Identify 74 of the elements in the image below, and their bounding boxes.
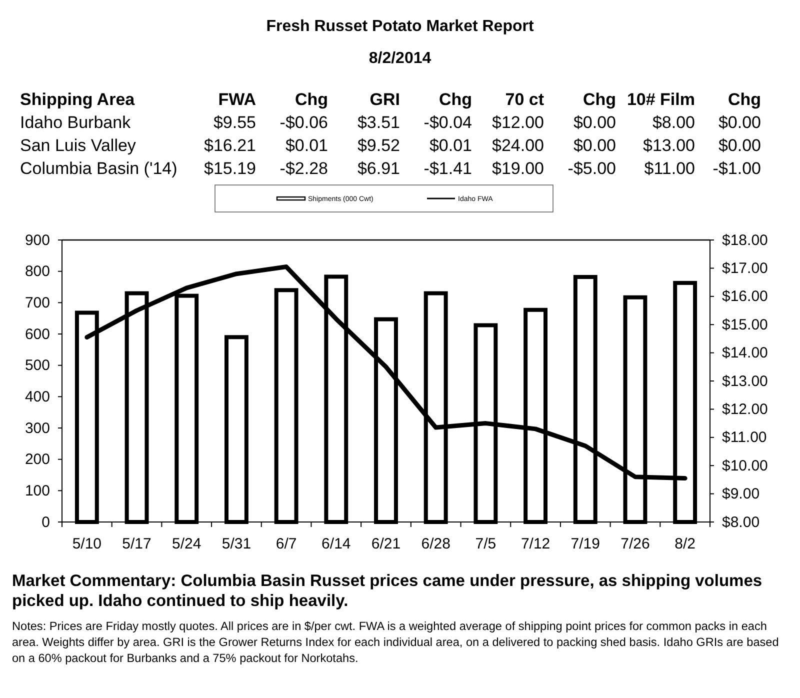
text: $9.55 [213,113,256,132]
y2-tick-label: $13.00 [722,372,768,390]
text: -$5.00 [568,159,616,178]
text: $0.00 [573,136,616,155]
y2-tick-label: $8.00 [722,514,760,531]
text: $16.21 [204,136,256,155]
text: $11.00 [644,159,695,178]
x-tick-label: 7/26 [620,536,650,553]
text: $13.00 [643,136,695,155]
y2-tick-label: $18.00 [722,232,768,249]
y-tick-label: 400 [24,388,50,406]
text: $19.00 [492,159,544,178]
y2-tick-label: $10.00 [722,457,768,474]
x-tick-label: 6/28 [421,536,450,553]
y-tick-label: 0 [42,514,50,531]
y2-tick-label: $14.00 [722,344,768,362]
x-tick-label: 5/10 [72,536,102,553]
x-tick-label: 7/5 [475,536,496,553]
text: $6.91 [357,159,400,178]
text: San Luis Valley [20,136,136,155]
x-tick-label: 7/19 [570,536,600,553]
text: Chg [294,90,328,109]
text: $9.52 [357,136,400,155]
text: $0.01 [285,136,328,155]
y-tick-label: 300 [24,420,50,437]
y-tick-label: 100 [24,482,50,500]
y2-tick-label: $15.00 [722,316,768,334]
text: 70 ct [505,90,544,109]
text: -$2.28 [280,159,328,178]
text: Columbia Basin ('14) [20,159,178,178]
x-tick-label: 6/21 [371,536,401,553]
y2-tick-label: $11.00 [722,429,767,446]
text: $24.00 [492,136,544,155]
text: Idaho Burbank [20,113,132,132]
text: Fresh Russet Potato Market Report [266,18,534,35]
y2-tick-label: $17.00 [722,260,768,277]
text: -$1.00 [712,159,761,178]
text: $0.00 [718,136,761,155]
text: $0.00 [573,113,616,132]
x-tick-label: 7/12 [520,536,550,553]
text: 10# Film [626,90,695,109]
text: $0.00 [718,113,761,132]
text: 8/2/2014 [368,50,432,67]
x-tick-label: 5/31 [222,536,252,553]
text: Chg [582,90,616,109]
y2-tick-label: $16.00 [722,288,768,306]
text: Market Commentary: Columbia Basin Russet prices came under pressure, as shipping volumes picked up. Idaho continued to ship heavily. [12,571,764,611]
y2-tick-label: $12.00 [722,401,768,418]
y-tick-label: 500 [24,357,50,374]
text: -$1.41 [424,159,472,178]
text: -$0.04 [424,113,472,132]
x-tick-label: 5/17 [122,536,152,553]
y-tick-label: 900 [24,232,50,249]
x-tick-label: 6/7 [276,536,297,553]
x-tick-label: 6/14 [322,536,351,553]
text: Chg [438,90,472,109]
text: $12.00 [492,113,544,132]
y-tick-label: 200 [24,451,50,468]
text: Chg [728,90,761,109]
text: $15.19 [204,159,256,178]
y-tick-label: 800 [24,263,50,280]
y-tick-label: 600 [24,326,50,343]
text: $0.01 [429,136,472,155]
y-tick-label: 700 [24,294,50,312]
text: -$0.06 [280,113,328,132]
text: Shipping Area [20,90,136,109]
text: FWA [218,90,256,109]
text: $3.51 [357,113,400,132]
x-tick-label: 8/2 [674,536,696,553]
y2-tick-label: $9.00 [722,486,760,503]
x-tick-label: 5/24 [172,536,202,553]
text: $8.00 [652,113,695,132]
text: Notes: Prices are Friday mostly quotes. All prices are in $/per cwt. FWA is a weighted average of shipping point prices for common packs in each area. Weights differ by area. GRI is the Grower Returns Index for each individual area, on a delivered to packing shed basis. Idaho GRIs are based on a 60% packout for Burbanks and a 75% packout for Norkotahs. [12,618,780,666]
text: GRI [370,90,400,109]
